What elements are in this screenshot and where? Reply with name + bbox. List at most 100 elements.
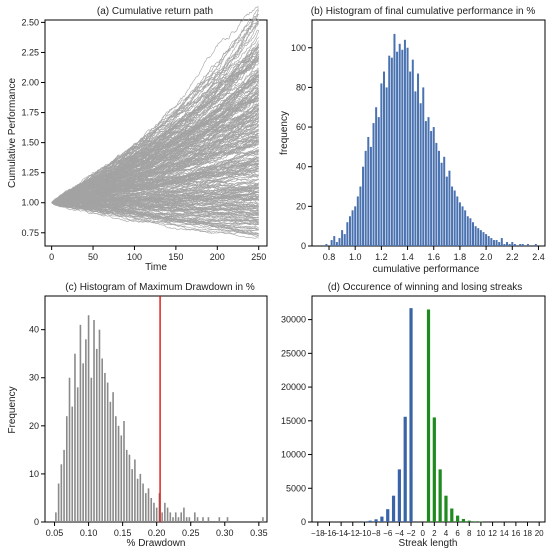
return-path xyxy=(51,183,259,204)
x-tick-label: 1.0 xyxy=(349,252,362,262)
drawdown-bar xyxy=(226,517,229,522)
return-path xyxy=(51,132,259,203)
y-tick-label: 40 xyxy=(296,162,306,172)
histogram-bar xyxy=(451,186,454,246)
y-tick-label: 2.25 xyxy=(21,47,39,57)
histogram-bar xyxy=(427,117,430,246)
y-tick-label: 0 xyxy=(301,517,306,527)
x-tick-label: 0.15 xyxy=(114,528,132,538)
x-tick-label: 0.30 xyxy=(216,528,234,538)
drawdown-bar xyxy=(183,507,185,522)
drawdown-bar xyxy=(68,377,71,522)
x-tick-label: 0 xyxy=(420,529,425,538)
panel-d-ticks: −18−16−14−12−10 −8 −6 −4 −2 0 2 4 6 8 10 12 14 16 18 20… xyxy=(281,315,544,538)
drawdown-bar xyxy=(202,517,204,522)
drawdown-bar xyxy=(218,517,221,522)
streak-bar xyxy=(467,520,471,522)
histogram-bar xyxy=(372,123,375,246)
histogram-bar xyxy=(367,136,370,246)
drawdown-bar xyxy=(87,315,90,522)
histogram-bar xyxy=(448,170,451,246)
drawdown-bar xyxy=(142,483,144,522)
histogram-bar xyxy=(482,232,485,246)
histogram-bar xyxy=(534,244,537,246)
histogram-bar xyxy=(508,244,511,246)
drawdown-bar xyxy=(120,435,123,522)
histogram-bar xyxy=(351,210,354,246)
y-tick-label: 2.50 xyxy=(21,17,39,27)
histogram-bar xyxy=(437,150,440,246)
x-tick-label: −4 xyxy=(395,529,405,538)
panel-a-xlabel: Time xyxy=(145,262,167,273)
streak-bar xyxy=(456,515,460,522)
drawdown-bar xyxy=(194,512,196,522)
panel-b-ticks: 0.8 1.0 1.2 1.4 1.6 1.8 2.0 2.2 2.4 0 20 40 60 80 100 xyxy=(291,43,545,262)
streak-bar xyxy=(368,520,372,522)
drawdown-bar xyxy=(74,353,76,522)
histogram-bar xyxy=(435,142,438,246)
histogram-bar xyxy=(338,238,341,246)
histogram-bar xyxy=(346,222,349,246)
return-path xyxy=(51,162,259,205)
panel-c-ticks: 0.05 0.10 0.15 0.20 0.25 0.30 0.35 0 10 20 30 40 xyxy=(29,325,268,538)
x-tick-label: −16 xyxy=(323,529,337,538)
drawdown-bar xyxy=(262,517,264,522)
streak-bar xyxy=(426,309,431,522)
y-tick-label: 1.50 xyxy=(21,138,39,148)
x-tick-label: 0.8 xyxy=(323,252,336,262)
histogram-bar xyxy=(398,43,401,246)
return-path xyxy=(51,196,259,210)
y-tick-label: 60 xyxy=(296,122,306,132)
histogram-bar xyxy=(396,51,399,246)
y-tick-label: 40 xyxy=(29,325,39,335)
drawdown-bar xyxy=(123,421,125,522)
histogram-bar xyxy=(472,222,475,246)
panel-d-xlabel: Streak length xyxy=(399,538,458,549)
drawdown-bar xyxy=(115,416,117,522)
x-tick-label: 100 xyxy=(127,252,142,262)
histogram-bar xyxy=(348,216,351,246)
x-tick-label: 8 xyxy=(467,529,472,538)
histogram-bar xyxy=(503,244,506,246)
x-tick-label: 1.6 xyxy=(427,252,440,262)
histogram-bar xyxy=(430,131,433,246)
panel-c: (c) Histogram of Maximum Drawdown in % 0… xyxy=(7,282,268,549)
x-tick-label: 0.35 xyxy=(250,528,268,538)
histogram-bar xyxy=(500,238,503,246)
y-tick-label: 5000 xyxy=(286,483,306,493)
x-tick-label: 20 xyxy=(535,529,544,538)
histogram-bar xyxy=(479,230,482,246)
histogram-bar xyxy=(422,87,425,247)
x-tick-label: 6 xyxy=(455,529,460,538)
drawdown-bar xyxy=(65,416,68,522)
drawdown-bar xyxy=(93,320,95,522)
drawdown-bar xyxy=(79,324,82,522)
return-path xyxy=(51,6,259,203)
panel-b-bars xyxy=(325,33,537,247)
panel-c-title: (c) Histogram of Maximum Drawdown in % xyxy=(65,282,255,293)
return-path xyxy=(51,201,259,217)
y-tick-label: 0.75 xyxy=(21,228,39,238)
drawdown-bar xyxy=(90,377,93,522)
histogram-bar xyxy=(417,73,420,247)
histogram-bar xyxy=(432,127,435,246)
y-tick-label: 25000 xyxy=(281,348,306,358)
histogram-bar xyxy=(474,226,477,246)
histogram-bar xyxy=(380,83,383,246)
y-tick-label: 80 xyxy=(296,82,306,92)
return-path xyxy=(51,54,259,203)
y-tick-label: 20 xyxy=(296,201,306,211)
x-tick-label: 10 xyxy=(476,529,485,538)
panel-d-bars xyxy=(362,308,483,523)
drawdown-bar xyxy=(125,449,128,522)
histogram-bar xyxy=(461,206,464,246)
drawdown-bar xyxy=(98,329,101,522)
streak-bar xyxy=(397,469,401,522)
histogram-bar xyxy=(456,196,459,246)
x-tick-label: −10 xyxy=(358,529,372,538)
drawdown-bar xyxy=(106,382,109,522)
panel-c-xlabel: % Drawdown xyxy=(127,538,186,549)
x-tick-label: 0.05 xyxy=(46,528,64,538)
histogram-bar xyxy=(490,238,493,246)
x-tick-label: 16 xyxy=(511,529,520,538)
